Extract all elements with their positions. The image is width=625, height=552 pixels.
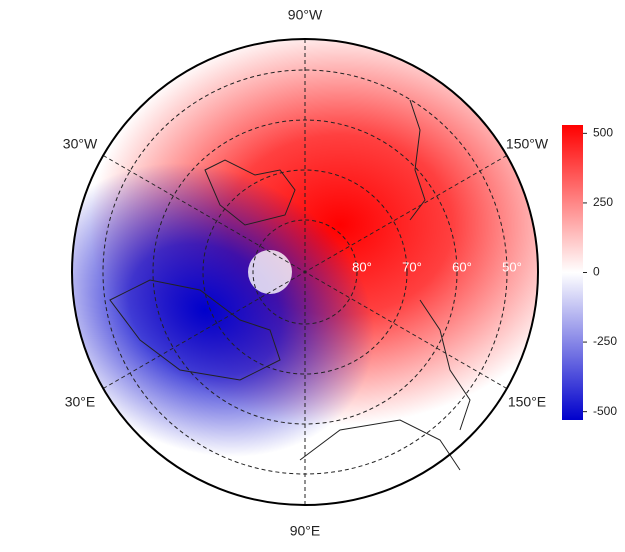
lon-label: 150°E xyxy=(508,394,546,410)
parallel xyxy=(252,219,358,325)
field xyxy=(72,39,538,505)
lat-label: 60° xyxy=(452,259,472,274)
colorbar-tick-label: 500 xyxy=(593,126,613,140)
lat-label: 80° xyxy=(352,259,372,274)
graticule xyxy=(102,39,508,505)
parallel xyxy=(202,169,408,375)
colorbar-tick-label: -500 xyxy=(593,404,617,418)
colorbar-tick-label: -250 xyxy=(593,334,617,348)
lon-label: 30°E xyxy=(65,394,96,410)
parallel xyxy=(152,119,458,425)
lon-label: 150°W xyxy=(506,136,549,152)
map-border xyxy=(71,38,539,506)
lon-label: 90°E xyxy=(290,523,321,539)
colorbar xyxy=(562,125,583,420)
lon-label: 90°W xyxy=(288,7,323,23)
colorbar-tick-label: 0 xyxy=(593,265,600,279)
meridian xyxy=(102,155,508,389)
lon-label: 30°W xyxy=(63,136,98,152)
lat-label: 50° xyxy=(502,259,522,274)
colorbar-tick-label: 250 xyxy=(593,195,613,209)
coastlines xyxy=(109,99,471,471)
parallel xyxy=(102,69,508,475)
lat-label: 70° xyxy=(402,259,422,274)
